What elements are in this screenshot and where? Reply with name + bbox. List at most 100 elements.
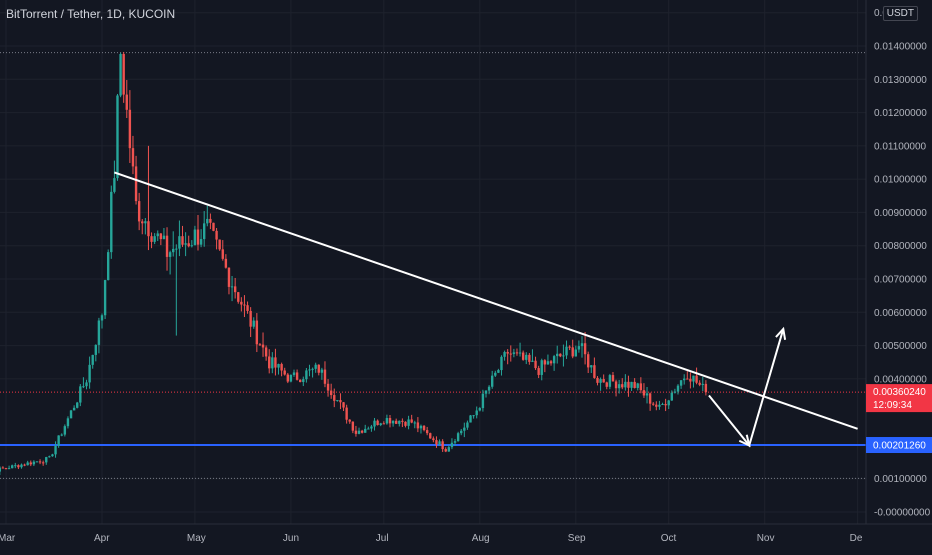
- candle-body: [54, 445, 57, 455]
- candle-body: [271, 357, 274, 369]
- candle-body: [416, 422, 420, 429]
- candle-body: [648, 393, 652, 404]
- candle-body: [636, 383, 639, 388]
- candle-body: [79, 386, 82, 403]
- price-axis-bg: [866, 0, 932, 550]
- candle-body: [286, 374, 290, 382]
- candle-body: [14, 465, 17, 467]
- candle-body: [308, 369, 311, 371]
- candle-body: [391, 420, 395, 424]
- candle-body: [689, 378, 692, 382]
- candle-body: [289, 374, 293, 382]
- trendline: [114, 171, 858, 430]
- currency-unit-badge[interactable]: USDT: [882, 6, 918, 21]
- candle-body: [404, 421, 407, 426]
- support-price-badge: [866, 437, 932, 454]
- candle-body: [69, 410, 73, 419]
- candle-body: [676, 385, 680, 392]
- candles: [0, 51, 708, 475]
- reference-lines: [0, 52, 866, 479]
- candle-body: [373, 420, 376, 427]
- candle-body: [521, 352, 525, 360]
- candle-body: [172, 248, 175, 253]
- candle-body: [76, 402, 79, 408]
- candle-body: [450, 442, 454, 448]
- candle-body: [240, 301, 243, 305]
- candle-body: [531, 360, 534, 362]
- candle-body: [17, 465, 20, 468]
- candle-body: [422, 425, 426, 431]
- candle-body: [199, 239, 203, 245]
- candle-body: [385, 418, 389, 424]
- candle-body: [419, 425, 423, 429]
- candle-body: [500, 356, 503, 371]
- candle-body: [336, 400, 339, 402]
- candle-body: [268, 356, 271, 369]
- candle-body: [398, 420, 401, 424]
- price-tick-label: 0.01200000: [874, 108, 927, 119]
- candle-body: [202, 223, 206, 240]
- candle-body: [494, 372, 497, 376]
- price-tick-label: 0.00100000: [874, 474, 927, 485]
- time-tick-label: Apr: [94, 533, 110, 544]
- candle-body: [357, 430, 361, 434]
- candle-body: [682, 378, 686, 381]
- candle-body: [692, 375, 695, 382]
- candle-body: [302, 379, 305, 383]
- candle-body: [624, 381, 627, 388]
- candle-body: [534, 360, 537, 369]
- candle-body: [156, 233, 159, 237]
- candle-body: [329, 390, 333, 396]
- candle-body: [122, 54, 125, 95]
- candle-body: [283, 370, 286, 375]
- candle-body: [410, 419, 413, 423]
- candle-body: [673, 391, 677, 393]
- candle-body: [627, 381, 630, 388]
- price-tick-label: 0.00500000: [874, 341, 927, 352]
- candle-body: [565, 346, 568, 356]
- time-tick-label: Oct: [661, 533, 677, 544]
- candle-body: [255, 320, 259, 345]
- price-tick-label: 0.00800000: [874, 241, 927, 252]
- candle-body: [144, 221, 147, 224]
- candle-body: [209, 218, 212, 223]
- candle-body: [552, 356, 556, 364]
- candle-body: [181, 236, 184, 245]
- candle-body: [621, 384, 624, 388]
- candle-body: [543, 360, 547, 365]
- time-tick-label: May: [187, 533, 206, 544]
- candle-body: [642, 390, 646, 396]
- time-tick-label: Jul: [376, 533, 389, 544]
- price-tick-label: 0.01100000: [874, 141, 927, 152]
- candle-body: [537, 368, 540, 375]
- candle-body: [407, 419, 410, 426]
- candle-body: [113, 178, 116, 192]
- last-price-label: 0.00360240: [873, 387, 926, 398]
- price-labels: 0.00360240 12:09:34 0.00201260: [866, 384, 932, 454]
- candle-body: [162, 235, 166, 240]
- candle-body: [562, 355, 565, 357]
- candle-body: [435, 440, 438, 445]
- candle-body: [243, 304, 246, 306]
- candle-body: [633, 381, 636, 388]
- price-tick-label: 0.00400000: [874, 374, 927, 385]
- time-tick-label: Jun: [283, 533, 299, 544]
- candle-body: [326, 383, 330, 391]
- candle-body: [472, 415, 475, 417]
- candle-body: [478, 408, 482, 411]
- countdown-label: 12:09:34: [873, 400, 912, 411]
- candle-body: [342, 402, 345, 408]
- candle-body: [580, 343, 584, 347]
- candle-body: [382, 423, 386, 425]
- candle-body: [141, 221, 144, 224]
- candle-body: [233, 286, 237, 293]
- candle-body: [360, 430, 364, 433]
- candle-body: [206, 218, 209, 224]
- candle-body: [10, 465, 14, 469]
- candle-body: [370, 426, 373, 429]
- candle-body: [88, 364, 91, 383]
- candle-body: [26, 462, 29, 466]
- candle-body: [119, 54, 122, 96]
